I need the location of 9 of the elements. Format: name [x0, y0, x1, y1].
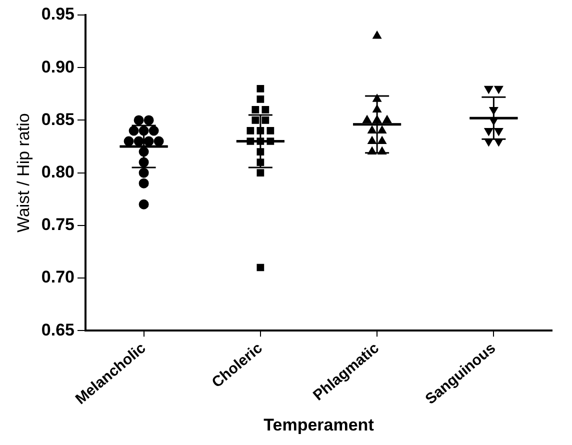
y-tick-label: 0.75	[41, 215, 74, 234]
x-axis-title: Temperament	[264, 415, 374, 434]
y-tick-label: 0.70	[41, 268, 74, 287]
y-tick-label: 0.95	[41, 4, 74, 24]
y-tick-label: 0.80	[41, 162, 74, 182]
y-axis-title: Waist / Hip ratio	[14, 113, 33, 232]
y-tick-label: 0.85	[41, 110, 74, 129]
y-tick-label: 0.90	[41, 57, 74, 76]
y-tick-label: 0.65	[41, 320, 74, 340]
